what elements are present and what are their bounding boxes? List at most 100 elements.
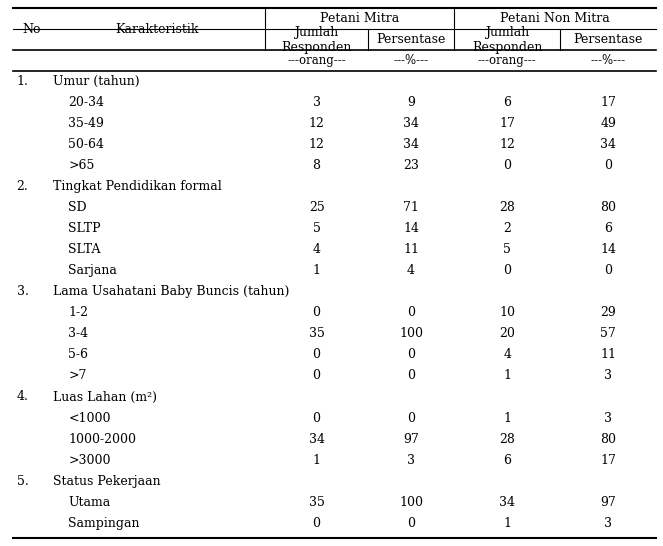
Text: 34: 34: [403, 138, 419, 151]
Text: 1: 1: [503, 370, 511, 383]
Text: 4.: 4.: [17, 390, 29, 403]
Text: Tingkat Pendidikan formal: Tingkat Pendidikan formal: [53, 180, 222, 193]
Text: >7: >7: [68, 370, 87, 383]
Text: 71: 71: [403, 201, 419, 215]
Text: 2: 2: [503, 222, 511, 235]
Text: 17: 17: [499, 117, 515, 130]
Text: 3: 3: [312, 96, 321, 109]
Text: SLTP: SLTP: [68, 222, 101, 235]
Text: 49: 49: [601, 117, 616, 130]
Text: 34: 34: [308, 432, 325, 446]
Text: 50-64: 50-64: [68, 138, 104, 151]
Text: 3: 3: [604, 517, 613, 530]
Text: 0: 0: [604, 264, 613, 277]
Text: 10: 10: [499, 306, 515, 319]
Text: Persentase: Persentase: [573, 33, 643, 46]
Text: 35: 35: [309, 328, 324, 341]
Text: 80: 80: [600, 432, 617, 446]
Text: 29: 29: [601, 306, 616, 319]
Text: 12: 12: [309, 138, 324, 151]
Text: 9: 9: [407, 96, 415, 109]
Text: Umur (tahun): Umur (tahun): [53, 75, 140, 88]
Text: Petani Mitra: Petani Mitra: [320, 12, 399, 25]
Text: 4: 4: [312, 244, 321, 257]
Text: 12: 12: [309, 117, 324, 130]
Text: 1-2: 1-2: [68, 306, 88, 319]
Text: Persentase: Persentase: [377, 33, 446, 46]
Text: 5: 5: [503, 244, 511, 257]
Text: 4: 4: [503, 348, 511, 361]
Text: 0: 0: [503, 159, 511, 173]
Text: 2.: 2.: [17, 180, 29, 193]
Text: 100: 100: [399, 496, 423, 508]
Text: 0: 0: [604, 159, 613, 173]
Text: 3: 3: [407, 454, 415, 466]
Text: Status Pekerjaan: Status Pekerjaan: [53, 474, 160, 488]
Text: ---%---: ---%---: [394, 54, 428, 67]
Text: 0: 0: [407, 370, 415, 383]
Text: 1: 1: [503, 517, 511, 530]
Text: 3.: 3.: [17, 286, 29, 299]
Text: 5-6: 5-6: [68, 348, 88, 361]
Text: 97: 97: [403, 432, 419, 446]
Text: SLTA: SLTA: [68, 244, 101, 257]
Text: 6: 6: [503, 454, 511, 466]
Text: >3000: >3000: [68, 454, 111, 466]
Text: Luas Lahan (m²): Luas Lahan (m²): [53, 390, 157, 403]
Text: 57: 57: [601, 328, 616, 341]
Text: <1000: <1000: [68, 412, 111, 425]
Text: 35-49: 35-49: [68, 117, 104, 130]
Text: 20-34: 20-34: [68, 96, 104, 109]
Text: 1: 1: [312, 454, 321, 466]
Text: 1.: 1.: [17, 75, 29, 88]
Text: Petani Non Mitra: Petani Non Mitra: [501, 12, 610, 25]
Text: 17: 17: [601, 454, 616, 466]
Text: Sarjana: Sarjana: [68, 264, 117, 277]
Text: Jumlah
Responden: Jumlah Responden: [281, 26, 352, 54]
Text: 0: 0: [407, 306, 415, 319]
Text: 23: 23: [403, 159, 419, 173]
Text: 6: 6: [503, 96, 511, 109]
Text: 0: 0: [407, 348, 415, 361]
Text: Sampingan: Sampingan: [68, 517, 140, 530]
Text: 97: 97: [601, 496, 616, 508]
Text: 0: 0: [312, 370, 321, 383]
Text: 34: 34: [403, 117, 419, 130]
Text: 28: 28: [499, 201, 515, 215]
Text: 5.: 5.: [17, 474, 29, 488]
Text: 11: 11: [600, 348, 617, 361]
Text: 11: 11: [403, 244, 419, 257]
Text: SD: SD: [68, 201, 87, 215]
Text: Jumlah
Responden: Jumlah Responden: [472, 26, 542, 54]
Text: 3: 3: [604, 412, 613, 425]
Text: 0: 0: [312, 517, 321, 530]
Text: 34: 34: [499, 496, 515, 508]
Text: Utama: Utama: [68, 496, 111, 508]
Text: 0: 0: [312, 348, 321, 361]
Text: Karakteristik: Karakteristik: [116, 23, 199, 35]
Text: No: No: [23, 23, 40, 35]
Text: Lama Usahatani Baby Buncis (tahun): Lama Usahatani Baby Buncis (tahun): [53, 286, 290, 299]
Text: 34: 34: [600, 138, 617, 151]
Text: 3-4: 3-4: [68, 328, 88, 341]
Text: 28: 28: [499, 432, 515, 446]
Text: 0: 0: [407, 517, 415, 530]
Text: 0: 0: [407, 412, 415, 425]
Text: 0: 0: [312, 412, 321, 425]
Text: 3: 3: [604, 370, 613, 383]
Text: 12: 12: [499, 138, 515, 151]
Text: 14: 14: [403, 222, 419, 235]
Text: 100: 100: [399, 328, 423, 341]
Text: 8: 8: [312, 159, 321, 173]
Text: 6: 6: [604, 222, 613, 235]
Text: 0: 0: [503, 264, 511, 277]
Text: 1000-2000: 1000-2000: [68, 432, 137, 446]
Text: 20: 20: [499, 328, 515, 341]
Text: ---orang---: ---orang---: [287, 54, 346, 67]
Text: ---orang---: ---orang---: [478, 54, 536, 67]
Text: 0: 0: [312, 306, 321, 319]
Text: >65: >65: [68, 159, 95, 173]
Text: 1: 1: [312, 264, 321, 277]
Text: 4: 4: [407, 264, 415, 277]
Text: 5: 5: [313, 222, 320, 235]
